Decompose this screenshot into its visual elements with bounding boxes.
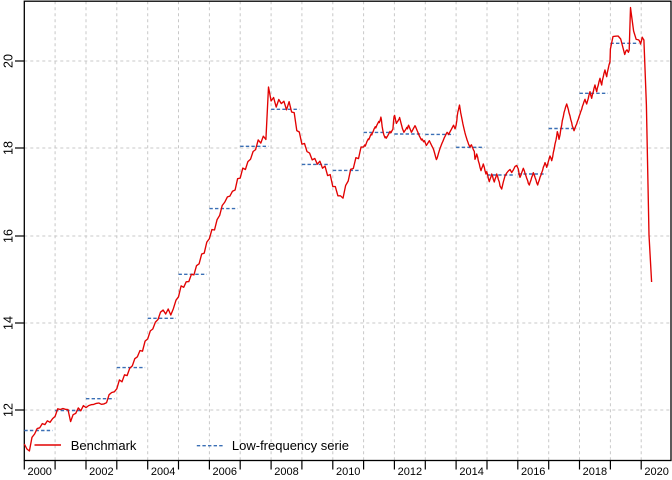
svg-text:12: 12 (2, 403, 16, 417)
svg-text:20: 20 (2, 54, 16, 68)
svg-text:2004: 2004 (151, 466, 175, 478)
svg-text:16: 16 (2, 229, 16, 243)
svg-text:2014: 2014 (459, 466, 483, 478)
svg-text:2020: 2020 (644, 466, 668, 478)
svg-text:2000: 2000 (27, 466, 51, 478)
svg-text:14: 14 (2, 316, 16, 330)
svg-text:18: 18 (2, 141, 16, 155)
svg-text:Low-frequency serie: Low-frequency serie (232, 438, 349, 453)
svg-text:2008: 2008 (274, 466, 298, 478)
svg-text:2010: 2010 (336, 466, 360, 478)
svg-text:2016: 2016 (521, 466, 545, 478)
svg-text:2012: 2012 (398, 466, 422, 478)
svg-text:2006: 2006 (213, 466, 237, 478)
svg-text:Benchmark: Benchmark (71, 438, 137, 453)
svg-text:2018: 2018 (583, 466, 607, 478)
svg-text:2002: 2002 (89, 466, 113, 478)
